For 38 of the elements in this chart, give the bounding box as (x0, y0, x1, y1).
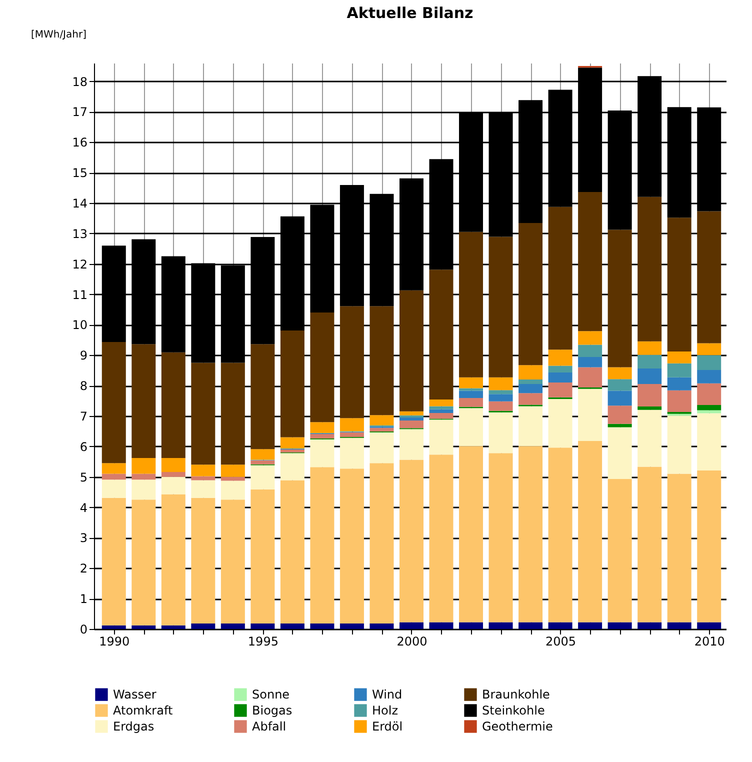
y-tick-label: 2 (80, 562, 88, 576)
x-tick-label: 1990 (99, 634, 130, 648)
y-tick-label: 13 (72, 226, 88, 241)
legend-label: Braunkohle (482, 688, 550, 702)
legend-label: Abfall (252, 720, 286, 734)
legend-label: Erdöl (372, 720, 403, 734)
legend-label: Sonne (252, 688, 290, 702)
y-tick-label: 16 (72, 136, 88, 150)
chart-title: Aktuelle Bilanz (346, 4, 474, 22)
y-tick-label: 14 (72, 196, 88, 210)
legend-label: Holz (372, 704, 398, 718)
y-tick-label: 9 (80, 348, 88, 363)
y-tick-label: 6 (80, 440, 88, 454)
legend-label: Steinkohle (482, 704, 545, 718)
y-tick-label: 17 (72, 105, 88, 120)
y-tick-label: 10 (72, 318, 88, 332)
x-tick-label: 2010 (694, 634, 725, 648)
x-tick-label: 2005 (546, 634, 576, 648)
legend-label: Wind (372, 688, 402, 702)
y-tick-label: 7 (80, 409, 88, 424)
y-tick-label: 4 (80, 500, 88, 515)
y-tick-label: 18 (72, 74, 88, 89)
legend-label: Geothermie (482, 720, 553, 734)
legend-label: Atomkraft (113, 704, 173, 718)
y-tick-label: 15 (72, 166, 88, 180)
legend-label: Biogas (252, 704, 292, 718)
y-tick-label: 3 (80, 531, 88, 546)
y-tick-label: 0 (80, 622, 88, 636)
x-tick-label: 1995 (248, 634, 278, 648)
y-tick-label: 5 (80, 470, 88, 484)
x-tick-label: 2000 (396, 634, 428, 648)
y-tick-label: 8 (80, 379, 88, 394)
y-tick-label: 12 (72, 257, 88, 272)
y-tick-label: 11 (72, 288, 88, 302)
legend-label: Erdgas (113, 720, 154, 734)
y-tick-label: 1 (80, 592, 88, 606)
y-axis-title: [MWh/Jahr] (30, 30, 87, 40)
legend-label: Wasser (113, 688, 156, 702)
